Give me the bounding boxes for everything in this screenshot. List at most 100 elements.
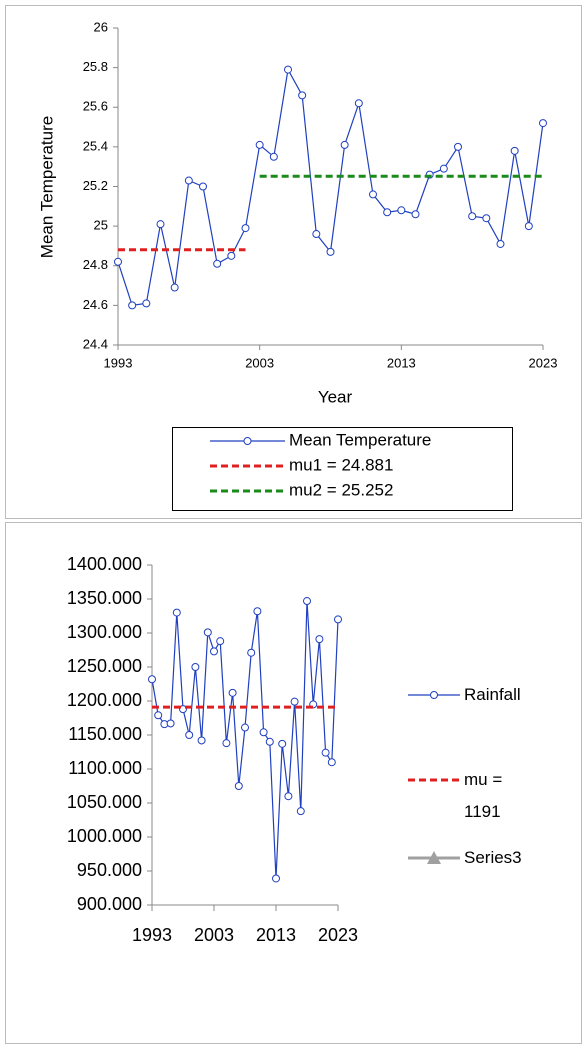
data-point bbox=[228, 688, 237, 697]
data-point bbox=[222, 739, 231, 748]
legend-label: mu2 = 25.252 bbox=[289, 480, 393, 499]
data-point bbox=[439, 164, 448, 173]
data-point bbox=[179, 705, 187, 714]
data-point bbox=[383, 208, 392, 217]
data-point bbox=[234, 782, 243, 790]
y-tick-label: 26 bbox=[94, 19, 108, 34]
legend-label: mu1 = 24.881 bbox=[289, 455, 393, 474]
data-point bbox=[142, 299, 151, 308]
data-point bbox=[327, 758, 336, 767]
data-point bbox=[154, 711, 163, 720]
x-axis-title: Year bbox=[318, 387, 353, 406]
data-point bbox=[326, 247, 335, 256]
data-point bbox=[166, 719, 175, 728]
legend-marker bbox=[243, 437, 252, 445]
x-tick-label: 2003 bbox=[245, 355, 274, 370]
data-point bbox=[321, 748, 330, 757]
data-point bbox=[185, 731, 194, 739]
data-point bbox=[216, 637, 225, 646]
data-point bbox=[454, 142, 462, 151]
data-point bbox=[272, 874, 280, 883]
data-point bbox=[184, 176, 193, 185]
y-tick-label: 1100.000 bbox=[68, 758, 142, 778]
data-point bbox=[510, 146, 519, 155]
data-point bbox=[241, 224, 250, 233]
y-tick-label: 25.6 bbox=[83, 99, 108, 114]
data-point bbox=[253, 607, 262, 616]
y-tick-label: 900.000 bbox=[77, 894, 142, 914]
y-tick-label: 1200.000 bbox=[67, 690, 142, 710]
data-point bbox=[197, 736, 206, 745]
data-point bbox=[241, 723, 249, 732]
data-point bbox=[227, 251, 236, 260]
x-tick-label: 2003 bbox=[194, 925, 234, 945]
data-point bbox=[148, 675, 156, 684]
y-tick-label: 1000.000 bbox=[67, 826, 142, 846]
data-point bbox=[284, 65, 292, 74]
data-point bbox=[468, 212, 477, 221]
data-point bbox=[290, 697, 299, 706]
x-tick-label: 1993 bbox=[104, 355, 133, 370]
data-point bbox=[278, 739, 287, 748]
data-point bbox=[172, 608, 181, 617]
data-point bbox=[296, 807, 305, 816]
y-tick-label: 1250.000 bbox=[67, 656, 142, 676]
data-point bbox=[312, 230, 321, 239]
data-point bbox=[303, 597, 311, 606]
y-tick-label: 24.8 bbox=[83, 257, 108, 272]
legend-label: Series3 bbox=[464, 848, 522, 867]
y-tick-label: 24.6 bbox=[83, 297, 108, 312]
y-tick-label: 25.8 bbox=[83, 59, 108, 74]
data-point bbox=[539, 119, 547, 128]
x-tick-label: 2023 bbox=[529, 355, 558, 370]
data-point bbox=[210, 647, 218, 656]
data-point bbox=[114, 257, 122, 266]
y-tick-label: 1300.000 bbox=[67, 622, 142, 642]
data-point bbox=[284, 792, 293, 801]
legend-marker bbox=[427, 851, 441, 864]
data-point bbox=[369, 190, 377, 199]
data-point bbox=[524, 222, 533, 231]
y-tick-label: 1350.000 bbox=[67, 588, 142, 608]
y-tick-label: 24.4 bbox=[83, 336, 108, 351]
data-point bbox=[334, 615, 342, 624]
data-point bbox=[128, 301, 137, 310]
chart-frame bbox=[5, 522, 582, 1044]
data-point bbox=[397, 206, 406, 215]
data-point bbox=[411, 210, 420, 219]
y-tick-label: 950.000 bbox=[77, 860, 142, 880]
data-point bbox=[265, 737, 274, 746]
data-point bbox=[496, 239, 505, 248]
legend-label: Rainfall bbox=[464, 685, 521, 704]
legend-label: Mean Temperature bbox=[289, 430, 431, 449]
x-tick-label: 1993 bbox=[132, 925, 172, 945]
data-point bbox=[203, 628, 212, 637]
x-tick-label: 2013 bbox=[256, 925, 296, 945]
data-point bbox=[170, 283, 179, 292]
y-axis-title: Mean Temperature bbox=[37, 116, 56, 258]
y-tick-label: 25 bbox=[94, 218, 108, 233]
data-point bbox=[298, 91, 307, 100]
data-point bbox=[213, 259, 222, 268]
y-tick-label: 1050.000 bbox=[67, 792, 142, 812]
data-point bbox=[199, 182, 207, 191]
data-point bbox=[259, 728, 268, 737]
legend-marker bbox=[430, 691, 438, 699]
data-point bbox=[156, 220, 165, 229]
y-tick-label: 1400.000 bbox=[67, 554, 142, 574]
data-point bbox=[269, 152, 278, 161]
x-tick-label: 2013 bbox=[387, 355, 416, 370]
legend-label: mu = 1191 bbox=[464, 770, 503, 821]
y-tick-label: 1150.000 bbox=[68, 724, 142, 744]
data-point bbox=[482, 214, 491, 223]
data-point bbox=[340, 140, 349, 149]
y-tick-label: 25.2 bbox=[83, 178, 108, 193]
x-tick-label: 2023 bbox=[318, 925, 358, 945]
data-point bbox=[255, 140, 264, 149]
data-point bbox=[247, 648, 256, 657]
data-point bbox=[315, 635, 324, 644]
y-tick-label: 25.4 bbox=[83, 138, 108, 153]
data-point bbox=[354, 99, 363, 108]
